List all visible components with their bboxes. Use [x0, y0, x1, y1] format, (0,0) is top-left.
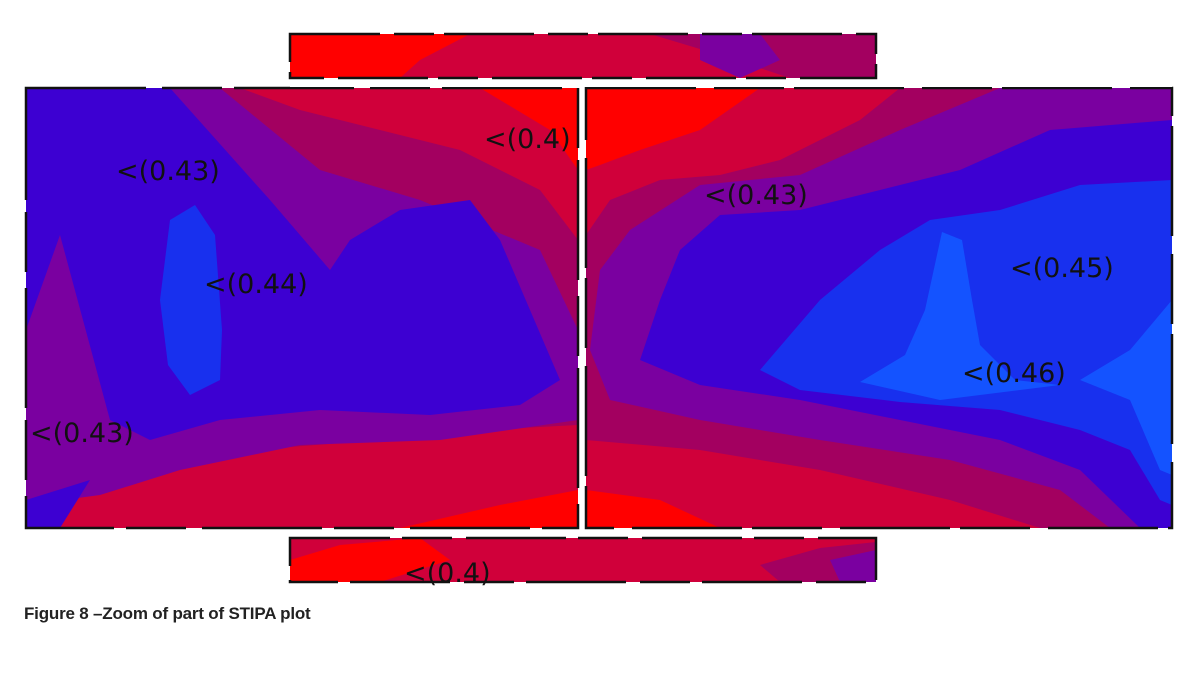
band-low-top — [240, 88, 578, 240]
figure-caption: Figure 8 –Zoom of part of STIPA plot — [24, 604, 311, 623]
left-room-region — [26, 88, 578, 528]
band-lowest-top — [480, 88, 578, 170]
bottom-corridor-outline — [288, 536, 878, 584]
contour-label: <(0.46) — [962, 358, 1066, 389]
band-highest-right — [860, 232, 1060, 400]
band-mid — [830, 550, 876, 582]
contour-label: <(0.45) — [1010, 253, 1114, 284]
stipa-contour-plot: <(0.43) <(0.4) <(0.44) <(0.43) <(0.43) <… — [24, 32, 1174, 589]
contour-labels: <(0.43) <(0.4) <(0.44) <(0.43) <(0.43) <… — [30, 124, 1114, 589]
contour-label: <(0.44) — [204, 269, 308, 300]
contour-label: <(0.43) — [116, 156, 220, 187]
band-low-bottom — [26, 425, 578, 528]
band-mid-high-strip — [26, 480, 90, 528]
contour-label: <(0.4) — [484, 124, 571, 155]
bottom-corridor-region — [290, 538, 876, 582]
left-room-outline — [24, 86, 580, 530]
band-high-left — [160, 205, 222, 395]
contour-label: <(0.4) — [404, 558, 491, 589]
right-room-region — [586, 88, 1172, 528]
wall-outlines — [24, 32, 1174, 584]
contour-label: <(0.43) — [704, 180, 808, 211]
top-corridor-region — [290, 34, 876, 78]
band-mid — [700, 34, 780, 78]
contour-label: <(0.43) — [30, 418, 134, 449]
band-highest-edge — [1080, 300, 1172, 475]
top-corridor-outline — [288, 32, 878, 80]
band-lowest — [290, 34, 470, 78]
right-room-outline — [584, 86, 1174, 530]
white-dividers — [290, 83, 1172, 536]
band-mid-high-left — [26, 88, 560, 440]
band-low-bottom — [586, 440, 1040, 528]
band-lowest-top — [586, 88, 760, 170]
band-lowest-bottom — [400, 490, 578, 528]
band-lowest-bottom — [586, 490, 720, 528]
band-lowest — [290, 538, 450, 582]
